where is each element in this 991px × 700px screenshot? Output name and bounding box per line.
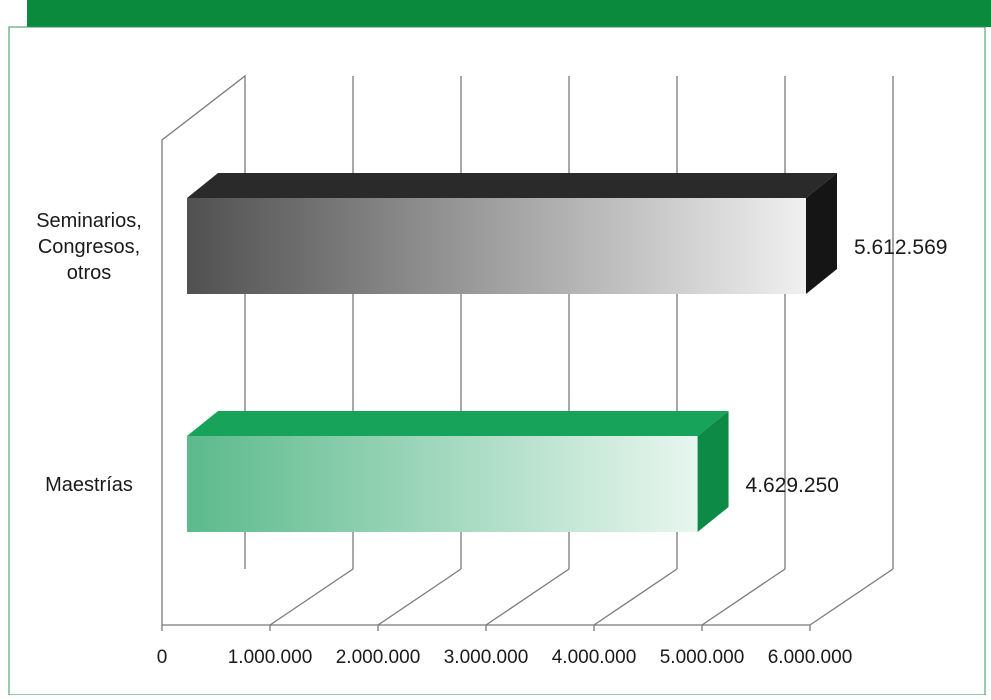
bar-side-face (697, 411, 729, 532)
x-tick-label: 3.000.000 (444, 647, 529, 668)
labels-layer: 0 1.000.000 2.000.000 3.000.000 4.000.000 5.0… (36, 210, 947, 668)
data-label: 4.629.250 (746, 474, 839, 497)
grid-layer (161, 74, 894, 631)
bar-side-face (806, 173, 837, 294)
floor-gridline (593, 568, 678, 626)
x-tick-label: 0 (157, 647, 168, 668)
x-tick-label: 5.000.000 (660, 647, 745, 668)
x-tick-label: 2.000.000 (336, 647, 421, 668)
bars-layer (187, 173, 837, 532)
x-tick-label: 6.000.000 (768, 647, 853, 668)
floor-gridline (701, 568, 786, 626)
bar-top-face (187, 173, 837, 198)
frame-border (8, 26, 986, 696)
floor-gridline (269, 568, 354, 626)
floor-gridline (809, 568, 894, 626)
x-tick-label: 4.000.000 (552, 647, 637, 668)
floor-gridline (377, 568, 462, 626)
bar (187, 436, 698, 532)
category-label: Maestrías (45, 474, 133, 496)
x-tick-label: 1.000.000 (228, 647, 313, 668)
left-wall (161, 74, 246, 625)
header-band (27, 0, 991, 27)
floor-gridline (485, 568, 570, 626)
data-label: 5.612.569 (854, 236, 947, 259)
bar (187, 198, 806, 294)
bar-top-face (187, 411, 729, 436)
category-label: Seminarios, Congresos, otros (36, 210, 142, 284)
